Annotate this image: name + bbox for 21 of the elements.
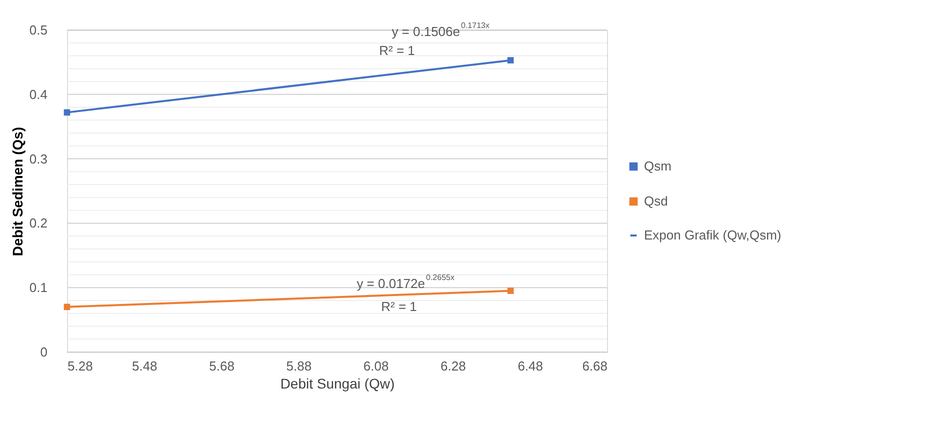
y-tick-label: 0.5 [29, 22, 48, 38]
x-tick-label: 5.88 [286, 358, 312, 374]
x-tick-label: 5.28 [68, 358, 93, 374]
y-tick-label: 0 [40, 344, 48, 360]
legend-label: Expon Grafik (Qw,Qsm) [644, 228, 782, 242]
legend-label: Qsd [644, 194, 668, 208]
y-tick-label: 0.1 [29, 280, 48, 296]
x-axis-title: Debit Sungai (Qw) [280, 376, 395, 392]
legend-label: Qsm [644, 158, 672, 174]
annotation: R² = 1 [381, 299, 417, 314]
y-tick-label: 0.4 [29, 86, 48, 102]
y-tick-label: 0.3 [29, 151, 48, 166]
x-tick-label: 6.68 [582, 358, 608, 374]
x-tick-label: 5.48 [132, 358, 158, 374]
y-axis-title: Debit Sedimen (Qs) [9, 126, 26, 256]
x-tick-label: 5.68 [209, 358, 234, 374]
x-tick-label: 6.08 [363, 358, 389, 374]
x-tick-label: 6.28 [440, 358, 466, 374]
x-tick-label: 6.48 [518, 358, 544, 374]
y-tick-label: 0.2 [29, 216, 48, 231]
annotation: R² = 1 [379, 43, 415, 58]
